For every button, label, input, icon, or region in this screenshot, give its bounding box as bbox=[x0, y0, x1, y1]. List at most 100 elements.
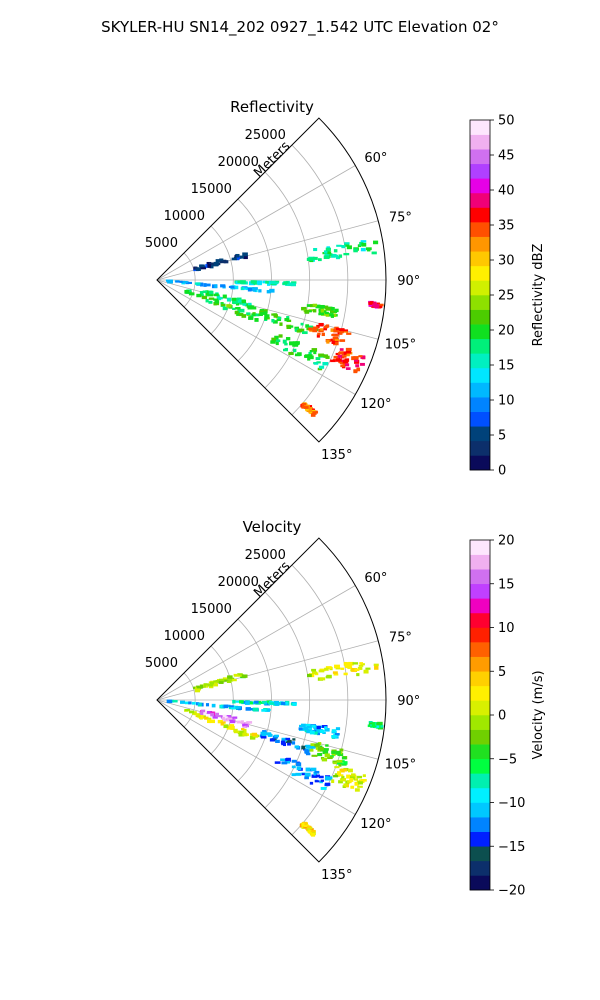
echo-gate bbox=[373, 240, 379, 245]
echo-gate bbox=[226, 726, 231, 730]
echo-gate bbox=[242, 728, 247, 733]
echo-gate bbox=[317, 367, 323, 371]
echo-gate bbox=[318, 312, 325, 316]
colorbar-segment bbox=[470, 817, 490, 832]
echo-gate bbox=[269, 738, 275, 742]
echo-gate bbox=[307, 827, 311, 832]
colorbar-segment bbox=[470, 192, 490, 208]
echo-gate bbox=[264, 701, 271, 706]
echo-gate bbox=[347, 768, 353, 773]
echo-gate bbox=[196, 685, 203, 689]
echo-gate bbox=[275, 702, 280, 706]
colorbar-tick-label: 25 bbox=[498, 289, 515, 304]
echo-gate bbox=[202, 712, 206, 715]
echo-gate bbox=[213, 263, 219, 267]
echo-gate bbox=[351, 668, 358, 672]
echo-gate bbox=[221, 721, 226, 724]
echo-gate bbox=[195, 268, 201, 271]
echo-gate bbox=[240, 287, 245, 291]
echo-gate bbox=[215, 679, 220, 684]
echo-gate bbox=[374, 724, 380, 728]
echo-gate bbox=[236, 720, 241, 724]
echo-gate bbox=[285, 758, 289, 761]
echo-gate bbox=[280, 758, 286, 761]
echo-gate bbox=[314, 780, 320, 783]
echo-gate bbox=[233, 730, 240, 734]
echo-gate bbox=[333, 328, 340, 333]
echo-gate bbox=[324, 777, 329, 781]
echo-gate bbox=[296, 329, 301, 333]
echo-gate bbox=[265, 732, 272, 736]
echo-gate bbox=[191, 701, 196, 705]
echo-gate bbox=[318, 308, 322, 313]
echo-gate bbox=[354, 668, 360, 671]
radial-tick-label: 25000 bbox=[245, 548, 286, 563]
echo-gate bbox=[335, 256, 341, 260]
echo-gate bbox=[314, 743, 320, 747]
echo-gate bbox=[238, 733, 245, 737]
colorbar-tick-label: 5 bbox=[498, 429, 506, 444]
echo-gate bbox=[241, 728, 245, 731]
echo-gate bbox=[291, 281, 297, 284]
echo-gate bbox=[246, 721, 253, 724]
echo-gate bbox=[292, 702, 297, 707]
echo-gate bbox=[200, 267, 207, 270]
echo-gate bbox=[333, 334, 339, 337]
colorbar-segment bbox=[470, 802, 490, 818]
echo-gate bbox=[339, 339, 346, 342]
radial-tick-label: 10000 bbox=[164, 629, 205, 644]
echo-gate bbox=[343, 672, 348, 676]
echo-gate bbox=[199, 711, 204, 715]
echo-gate bbox=[341, 355, 347, 358]
echo-gate bbox=[311, 833, 316, 837]
echo-gate bbox=[331, 333, 336, 337]
echo-gate bbox=[378, 303, 384, 307]
echo-gate bbox=[251, 732, 258, 737]
echo-gate bbox=[222, 294, 227, 299]
echo-gate bbox=[303, 824, 309, 827]
echo-gate bbox=[213, 680, 218, 685]
echo-gate bbox=[315, 304, 321, 309]
colorbar-tick-label: −10 bbox=[498, 796, 525, 811]
echo-gate bbox=[285, 318, 290, 321]
colorbar-segment bbox=[470, 715, 490, 730]
echo-gate bbox=[331, 750, 336, 754]
echo-gate bbox=[206, 710, 213, 714]
echo-gate bbox=[204, 716, 209, 720]
echo-gate bbox=[239, 280, 246, 284]
echo-gate bbox=[184, 289, 190, 294]
echo-gate bbox=[323, 325, 329, 328]
echo-gate bbox=[207, 683, 214, 687]
velocity-title: Velocity bbox=[243, 518, 302, 536]
colorbar-tick-label: 35 bbox=[498, 219, 515, 234]
echo-gate bbox=[310, 743, 315, 747]
colorbar-tick-label: 20 bbox=[498, 324, 515, 339]
echo-gate bbox=[358, 781, 363, 785]
echo-gate bbox=[318, 365, 325, 369]
echo-gate bbox=[360, 779, 367, 782]
echo-gate bbox=[322, 750, 329, 755]
echo-gate bbox=[339, 768, 345, 773]
echo-gate bbox=[309, 748, 314, 752]
echo-gate bbox=[210, 712, 214, 717]
azimuth-tick-label: 75° bbox=[389, 630, 412, 645]
echo-gate bbox=[325, 748, 329, 751]
echo-gate bbox=[345, 350, 352, 354]
echo-gate bbox=[306, 729, 312, 734]
echo-feature bbox=[367, 721, 384, 730]
colorbar-segment bbox=[470, 455, 490, 471]
echo-gate bbox=[374, 665, 379, 670]
colorbar-segment bbox=[470, 860, 490, 876]
figure-title: SKYLER-HU SN14_202 0927_1.542 UTC Elevat… bbox=[101, 18, 499, 37]
grid-spoke bbox=[156, 279, 356, 395]
echo-gate bbox=[324, 753, 330, 758]
echo-gate bbox=[199, 294, 204, 297]
colorbar-segment bbox=[470, 295, 490, 310]
echo-gate bbox=[296, 766, 302, 771]
echo-gate bbox=[234, 674, 239, 677]
echo-feature bbox=[308, 322, 352, 346]
reflectivity-colorbar: 0 5 10 15 20 25 30 35 40 45 50 bbox=[469, 114, 515, 479]
echo-gate bbox=[305, 767, 311, 772]
echo-gate bbox=[238, 312, 244, 317]
echo-gate bbox=[359, 662, 363, 665]
